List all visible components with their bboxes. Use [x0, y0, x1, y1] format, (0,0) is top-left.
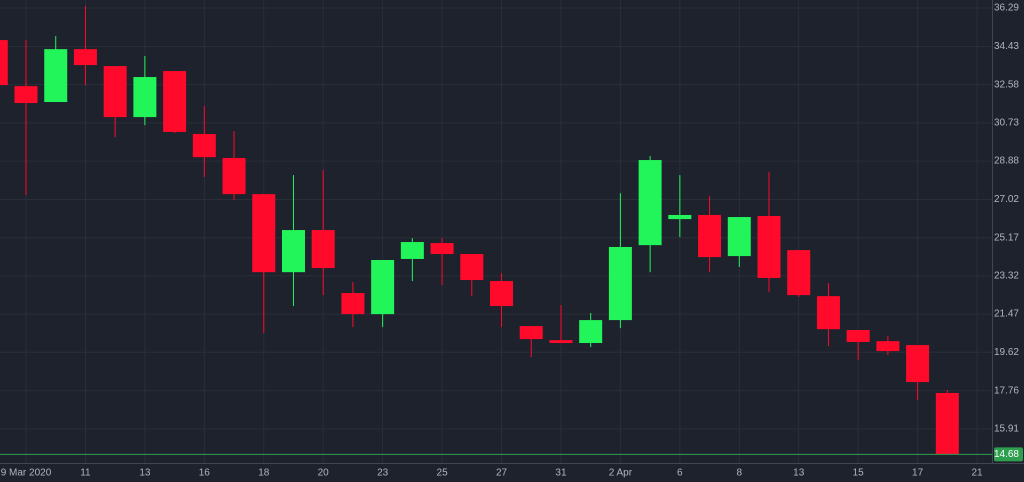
candles	[0, 5, 992, 455]
y-tick-label: 19.62	[994, 347, 1019, 358]
candle-body	[192, 134, 216, 158]
x-tick-label: 18	[258, 468, 270, 479]
candle-body	[222, 157, 246, 195]
last-price-label: 14.68	[994, 449, 1019, 460]
candle-body	[727, 217, 751, 257]
candle-body	[163, 71, 187, 132]
y-tick-label: 25.17	[994, 232, 1019, 243]
x-tick-label: 20	[318, 468, 330, 479]
candle-body	[460, 254, 484, 281]
candle-body	[252, 194, 276, 273]
y-tick-label: 28.88	[994, 156, 1019, 167]
candle-body	[341, 293, 365, 315]
candle-body	[281, 230, 305, 273]
candle-body	[430, 243, 454, 255]
candle-body	[73, 49, 97, 66]
y-tick-label: 30.73	[994, 118, 1019, 129]
y-tick-label: 15.91	[994, 424, 1019, 435]
x-tick-label: 31	[555, 468, 567, 479]
candle-body	[400, 242, 424, 259]
axis-labels: 36.29 34.43 32.58 30.73 28.88 27.02 25.17 23.32…	[1, 3, 1023, 479]
candle-body	[757, 216, 781, 278]
candle-body	[549, 340, 573, 344]
candle-body	[668, 214, 692, 220]
y-tick-label: 23.32	[994, 271, 1019, 282]
x-tick-label: 8	[736, 468, 742, 479]
x-tick-label: 2 Apr	[609, 468, 633, 479]
x-tick-label: 25	[437, 468, 449, 479]
y-tick-label: 17.76	[994, 385, 1019, 396]
x-tick-label: 9 Mar 2020	[1, 468, 52, 479]
candle-body	[906, 345, 930, 383]
candle-body	[490, 281, 514, 307]
y-tick-label: 21.47	[994, 309, 1019, 320]
x-tick-label: 13	[139, 468, 151, 479]
candle-body	[698, 214, 722, 258]
x-tick-label: 23	[377, 468, 389, 479]
candle-body	[638, 160, 662, 246]
candle-body	[846, 330, 870, 342]
x-tick-label: 6	[677, 468, 683, 479]
candle-body	[787, 250, 811, 296]
y-tick-label: 36.29	[994, 3, 1019, 14]
x-tick-label: 15	[853, 468, 865, 479]
candle-body	[608, 246, 632, 321]
candle-body	[935, 392, 959, 455]
x-tick-label: 11	[80, 468, 91, 479]
y-tick-label: 32.58	[994, 79, 1019, 90]
candle-body	[371, 259, 395, 315]
candle-body	[0, 40, 8, 86]
candle-body	[876, 341, 900, 352]
candle-body	[133, 77, 157, 118]
x-tick-label: 16	[199, 468, 211, 479]
candle-body	[44, 49, 68, 103]
x-tick-label: 17	[912, 468, 924, 479]
candle-body	[14, 86, 38, 104]
candle-body	[579, 320, 603, 344]
candle-body	[311, 230, 335, 269]
candle-body	[519, 326, 543, 340]
y-tick-label: 34.43	[994, 41, 1019, 52]
y-tick-label: 27.02	[994, 194, 1019, 205]
x-tick-label: 27	[496, 468, 508, 479]
x-tick-label: 21	[971, 468, 983, 479]
last-price-badge	[994, 447, 1023, 462]
x-tick-label: 13	[793, 468, 805, 479]
candle-body	[103, 66, 127, 118]
candle-body	[816, 296, 840, 330]
